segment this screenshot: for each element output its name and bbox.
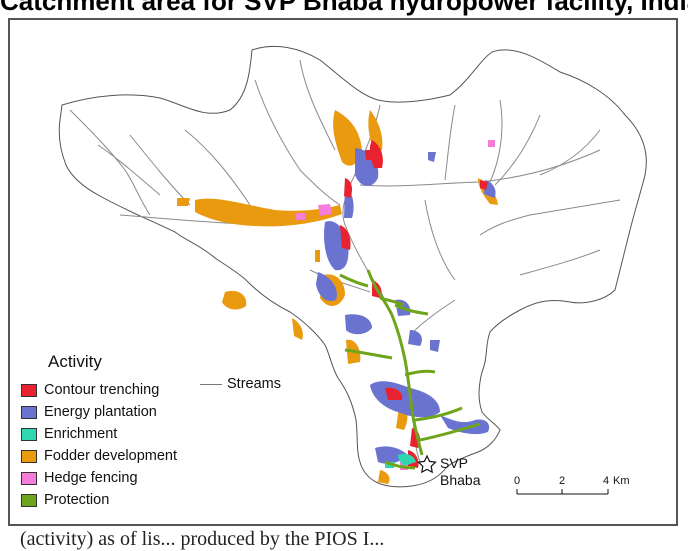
legend-swatch	[21, 493, 37, 507]
hedge-patch	[296, 213, 305, 220]
stream-trib-w1	[69, 109, 151, 216]
map-title: Catchment area for SVP Bhaba hydropower …	[0, 0, 688, 16]
trenching-patch	[340, 225, 351, 250]
legend-item: Enrichment	[21, 426, 117, 442]
legend-item: Contour trenching	[21, 382, 159, 398]
protection-patch	[379, 296, 405, 307]
trenching-patch	[385, 387, 403, 400]
trenching-patch	[365, 150, 372, 160]
stream-trib-e7	[424, 199, 456, 281]
energy-patch	[430, 340, 440, 352]
facility-label: SVP Bhaba	[440, 455, 480, 489]
legend-label: Hedge fencing	[44, 470, 138, 486]
scale-tick-4: 4	[603, 475, 610, 487]
fodder-patch	[177, 198, 190, 206]
stream-line-icon	[200, 383, 222, 385]
energy-patch	[440, 415, 490, 435]
legend-streams-label: Streams	[227, 376, 281, 392]
legend-swatch	[21, 427, 37, 441]
hedge-patch	[488, 140, 495, 147]
protection-patch	[384, 460, 416, 470]
trenching-patch	[369, 140, 383, 168]
trenching-patch	[480, 180, 488, 190]
stream-trib-e3	[539, 129, 601, 176]
energy-patch	[408, 330, 422, 346]
fodder-patch	[222, 290, 247, 310]
facility-name-line1: SVP	[440, 455, 469, 471]
trenching-patch	[344, 178, 353, 198]
stream-trib-w6	[299, 59, 336, 151]
energy-patch	[345, 314, 372, 335]
legend-swatch	[21, 405, 37, 419]
stream-trib-e6	[519, 249, 601, 276]
scale-bar	[516, 489, 609, 495]
hedge-patch	[318, 204, 332, 216]
stream-trib-e1	[489, 99, 503, 183]
legend-label: Fodder development	[44, 448, 177, 464]
protection-patch	[366, 269, 424, 456]
fodder-patch	[315, 250, 320, 262]
protection-patch	[404, 369, 436, 377]
stream-trib-e5	[444, 104, 456, 181]
protection-patch	[394, 303, 429, 316]
catchment-boundary	[58, 45, 647, 488]
fodder-patch	[333, 110, 362, 166]
stream-trib-e4	[479, 199, 621, 236]
legend-swatch	[21, 449, 37, 463]
protection-patch	[339, 273, 369, 288]
facility-name-line2: Bhaba	[440, 472, 481, 488]
stream-trib-e2	[494, 114, 541, 186]
energy-plantation-patches	[316, 148, 496, 464]
legend-label: Protection	[44, 492, 110, 508]
legend-label: Enrichment	[44, 426, 118, 442]
legend-swatch	[21, 383, 37, 397]
scale-unit: Km	[613, 475, 630, 487]
enrichment-patch	[398, 453, 416, 466]
legend-streams: Streams	[200, 376, 281, 392]
legend-item: Hedge fencing	[21, 470, 138, 486]
stream-trib-w3	[97, 144, 161, 196]
fodder-patch	[378, 470, 390, 484]
legend-title: Activity	[48, 352, 102, 371]
protection-patch	[344, 348, 393, 360]
legend-swatch	[21, 471, 37, 485]
legend-label: Contour trenching	[44, 382, 160, 398]
energy-patch	[316, 272, 337, 302]
fodder-patch	[195, 198, 342, 227]
protection-patch	[419, 422, 481, 442]
legend-item: Energy plantation	[21, 404, 157, 420]
stream-trib-w5	[254, 79, 341, 206]
caption: (activity) as of lis... produced by the …	[20, 528, 385, 550]
legend-item: Protection	[21, 492, 109, 508]
protection-patches	[339, 269, 481, 470]
fodder-patch	[292, 318, 303, 340]
star-outline-icon	[417, 454, 437, 474]
catchment-map	[58, 45, 647, 495]
scale-tick-2: 2	[559, 475, 566, 487]
legend-label: Energy plantation	[44, 404, 157, 420]
legend-item: Fodder development	[21, 448, 177, 464]
protection-patch	[414, 406, 463, 422]
energy-patch	[428, 152, 436, 162]
stream-trib-w4	[184, 129, 251, 206]
scale-tick-0: 0	[514, 475, 521, 487]
